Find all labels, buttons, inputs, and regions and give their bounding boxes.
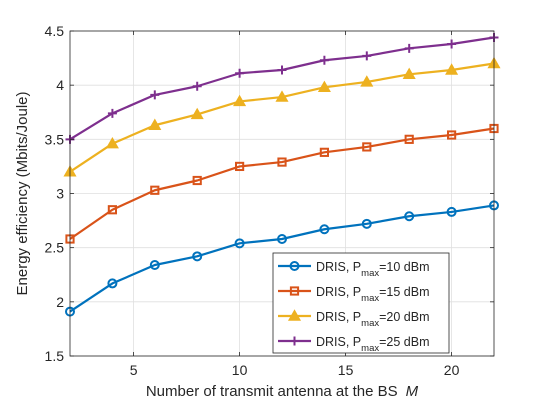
data-point-triangle: [445, 63, 459, 75]
data-point-triangle: [360, 75, 374, 87]
series-3: [63, 56, 501, 177]
legend: DRIS, Pmax=10 dBm DRIS, Pmax=15 dBm DRIS, …: [272, 252, 450, 354]
tick-labels: 5 10 15 20 1.5 2 2.5 3 3.5 4 4.5: [45, 23, 460, 378]
legend-marker-square: [289, 286, 300, 296]
series-layer: [63, 33, 501, 317]
data-point-square: [150, 185, 160, 195]
legend-item: DRIS, Pmax=20 dBm: [278, 309, 430, 329]
data-point-plus: [277, 65, 287, 75]
data-point-square: [107, 205, 118, 215]
x-axis-variable: M: [406, 383, 419, 400]
legend-marker-circle: [289, 261, 300, 271]
y-tick-label: 2.5: [45, 240, 65, 256]
y-tick-label: 4.5: [45, 23, 65, 39]
data-point-triangle: [317, 80, 331, 93]
x-tick-label: 5: [130, 362, 138, 378]
data-point-triangle: [402, 67, 416, 80]
data-point-triangle: [105, 136, 119, 149]
data-point-triangle: [233, 94, 247, 107]
data-point-square: [447, 130, 457, 140]
data-point-circle: [446, 206, 457, 217]
data-point-plus: [404, 43, 414, 53]
data-point-triangle: [190, 107, 204, 120]
data-point-plus: [150, 90, 160, 100]
x-axis-title: Number of transmit antenna at the BS M: [146, 383, 419, 400]
series-line: [69, 204, 495, 313]
series-line: [69, 127, 495, 240]
legend-item: DRIS, Pmax=25 dBm: [278, 335, 430, 354]
y-tick-label: 1.5: [45, 348, 65, 364]
data-point-plus: [362, 51, 372, 61]
data-point-circle: [107, 278, 118, 289]
data-point-square: [192, 175, 202, 186]
data-point-square: [319, 147, 329, 157]
data-point-plus: [447, 39, 457, 49]
data-point-square: [277, 157, 287, 167]
data-point-circle: [192, 251, 203, 262]
legend-marker-plus: [290, 336, 299, 346]
legend-label: DRIS, Pmax=15 dBm: [316, 285, 430, 304]
legend-label: DRIS, Pmax=20 dBm: [316, 310, 430, 329]
data-point-circle: [234, 238, 245, 249]
y-tick-label: 2: [56, 294, 64, 310]
y-tick-label: 3: [56, 186, 64, 202]
y-axis-title: Energy efficiency (Mbits/Joule): [14, 92, 31, 296]
data-point-plus: [319, 55, 329, 65]
data-point-square: [235, 161, 245, 172]
data-point-circle: [361, 218, 372, 229]
data-point-plus: [235, 68, 245, 78]
data-point-plus: [107, 108, 117, 118]
data-point-circle: [149, 260, 160, 270]
series-1: [65, 200, 499, 317]
legend-label: DRIS, Pmax=10 dBm: [316, 260, 430, 279]
data-point-circle: [404, 211, 415, 222]
data-point-triangle: [275, 90, 289, 102]
legend-item: DRIS, Pmax=10 dBm: [278, 260, 430, 279]
data-point-circle: [277, 234, 287, 244]
legend-marker-triangle: [287, 309, 302, 321]
y-tick-label: 4: [56, 77, 64, 93]
legend-item: DRIS, Pmax=15 dBm: [278, 285, 430, 304]
x-tick-label: 15: [338, 362, 354, 378]
legend-box: [272, 252, 450, 354]
x-tick-label: 20: [444, 362, 460, 378]
data-point-plus: [192, 81, 202, 91]
y-tick-label: 3.5: [45, 131, 65, 147]
legend-label: DRIS, Pmax=25 dBm: [316, 335, 430, 354]
data-point-circle: [319, 224, 330, 235]
x-tick-label: 10: [232, 362, 248, 378]
data-point-triangle: [148, 118, 162, 130]
ticks: [70, 30, 494, 357]
data-point-square: [404, 134, 414, 144]
data-point-square: [362, 142, 372, 152]
